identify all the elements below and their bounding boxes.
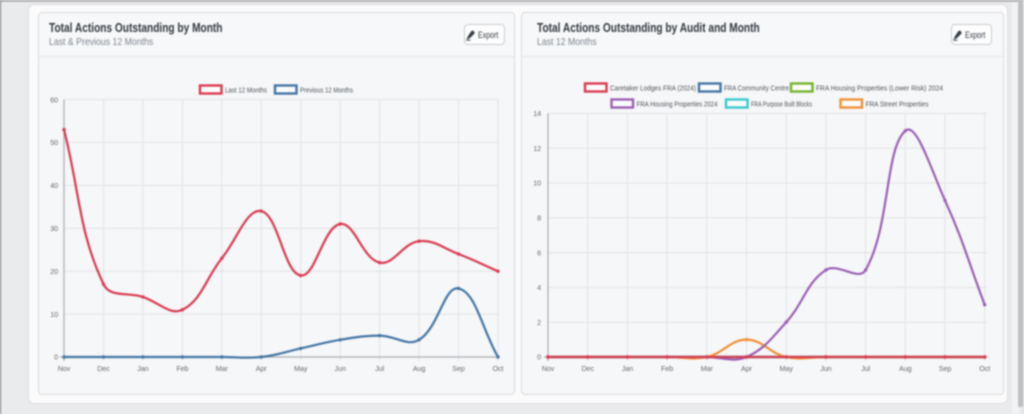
svg-text:30: 30: [50, 224, 58, 233]
svg-text:May: May: [294, 364, 308, 373]
svg-text:0: 0: [54, 353, 58, 362]
svg-text:10: 10: [50, 310, 58, 319]
svg-text:FRA Community Centre: FRA Community Centre: [724, 85, 789, 92]
svg-text:Jan: Jan: [137, 364, 148, 373]
svg-text:FRA Street Properties: FRA Street Properties: [866, 101, 929, 108]
svg-text:Apr: Apr: [741, 364, 753, 373]
svg-text:Nov: Nov: [58, 364, 71, 373]
svg-text:60: 60: [50, 95, 58, 104]
svg-text:Sep: Sep: [452, 364, 465, 373]
svg-text:10: 10: [533, 179, 541, 188]
svg-text:12: 12: [533, 144, 541, 153]
svg-text:Aug: Aug: [413, 364, 426, 373]
svg-text:FRA Purpose Built Blocks: FRA Purpose Built Blocks: [751, 101, 812, 108]
svg-text:Feb: Feb: [176, 364, 188, 373]
svg-text:4: 4: [537, 283, 541, 292]
svg-text:Jan: Jan: [622, 364, 633, 373]
svg-text:Sep: Sep: [939, 364, 952, 373]
svg-text:Feb: Feb: [661, 364, 673, 373]
svg-text:Jul: Jul: [861, 364, 870, 373]
svg-text:Dec: Dec: [581, 364, 594, 373]
svg-text:Dec: Dec: [97, 364, 110, 373]
svg-text:Last 12 Months: Last 12 Months: [225, 87, 267, 94]
svg-text:Caretaker Lodges FRA (2024): Caretaker Lodges FRA (2024): [610, 85, 696, 92]
svg-text:Apr: Apr: [256, 364, 268, 373]
svg-text:Mar: Mar: [216, 364, 229, 373]
svg-text:FRA Housing Properties (Lower: FRA Housing Properties (Lower Risk) 2024: [816, 85, 943, 92]
svg-text:8: 8: [537, 214, 541, 223]
svg-text:6: 6: [537, 248, 541, 257]
svg-text:Mar: Mar: [701, 364, 714, 373]
svg-text:2: 2: [537, 318, 541, 327]
svg-text:Jun: Jun: [335, 364, 346, 373]
svg-text:50: 50: [50, 138, 58, 147]
svg-text:Previous 12 Months: Previous 12 Months: [300, 87, 353, 94]
svg-text:Oct: Oct: [979, 364, 990, 373]
svg-text:May: May: [780, 364, 794, 373]
svg-text:Oct: Oct: [493, 364, 504, 373]
svg-text:40: 40: [50, 181, 58, 190]
svg-text:FRA Housing Properties 2024: FRA Housing Properties 2024: [637, 101, 718, 108]
svg-text:Nov: Nov: [542, 364, 555, 373]
svg-text:20: 20: [50, 267, 58, 276]
svg-text:Aug: Aug: [899, 364, 912, 373]
svg-text:0: 0: [537, 353, 541, 362]
svg-text:Jul: Jul: [375, 364, 384, 373]
svg-text:14: 14: [533, 109, 541, 118]
svg-text:Jun: Jun: [820, 364, 831, 373]
